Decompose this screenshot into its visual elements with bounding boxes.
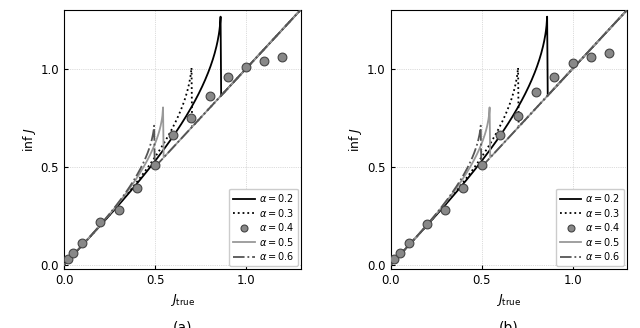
Text: (b): (b) [499,321,519,328]
Point [495,133,505,138]
Point [513,113,523,118]
Y-axis label: inf $J$: inf $J$ [20,127,38,152]
Point [113,207,124,213]
Point [68,251,78,256]
Point [440,207,451,213]
Point [422,221,432,226]
Point [549,74,559,79]
Point [63,256,73,262]
Point [389,256,399,262]
Point [150,162,160,168]
Point [586,54,596,60]
Point [241,64,251,70]
X-axis label: $J_\mathrm{true}$: $J_\mathrm{true}$ [170,292,195,308]
Point [568,60,578,66]
X-axis label: $J_\mathrm{true}$: $J_\mathrm{true}$ [496,292,522,308]
Text: (a): (a) [173,321,192,328]
Point [205,93,215,99]
Y-axis label: inf $J$: inf $J$ [348,127,364,152]
Legend: $\alpha = 0.2$, $\alpha = 0.3$, $\alpha = 0.4$, $\alpha = 0.5$, $\alpha = 0.6$: $\alpha = 0.2$, $\alpha = 0.3$, $\alpha … [556,189,624,266]
Legend: $\alpha = 0.2$, $\alpha = 0.3$, $\alpha = 0.4$, $\alpha = 0.5$, $\alpha = 0.6$: $\alpha = 0.2$, $\alpha = 0.3$, $\alpha … [229,189,298,266]
Point [259,58,269,64]
Point [95,219,106,224]
Point [404,241,414,246]
Point [223,74,233,79]
Point [132,186,142,191]
Point [604,51,614,56]
Point [186,115,196,120]
Point [394,251,404,256]
Point [277,54,287,60]
Point [77,241,87,246]
Point [458,186,468,191]
Point [168,133,179,138]
Point [476,162,486,168]
Point [531,90,541,95]
